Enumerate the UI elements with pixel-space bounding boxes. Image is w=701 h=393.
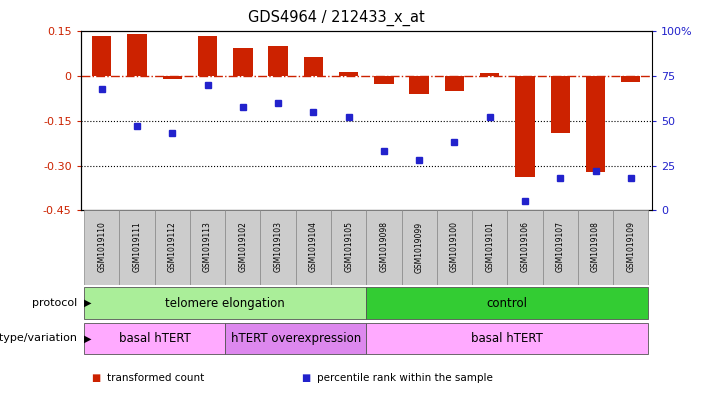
Text: ▶: ▶ <box>84 333 92 343</box>
Text: GSM1019109: GSM1019109 <box>626 221 635 272</box>
Bar <box>578 210 613 285</box>
Text: basal hTERT: basal hTERT <box>118 332 191 345</box>
Text: GSM1019112: GSM1019112 <box>168 221 177 272</box>
Text: GSM1019110: GSM1019110 <box>97 221 107 272</box>
Text: ▶: ▶ <box>84 298 92 308</box>
Bar <box>586 76 605 171</box>
Text: GSM1019105: GSM1019105 <box>344 221 353 272</box>
Text: ■: ■ <box>301 373 311 383</box>
Bar <box>198 36 217 76</box>
Bar <box>543 210 578 285</box>
Bar <box>119 210 155 285</box>
Bar <box>374 76 393 84</box>
Text: GSM1019111: GSM1019111 <box>132 221 142 272</box>
Text: GSM1019101: GSM1019101 <box>485 221 494 272</box>
Bar <box>296 210 331 285</box>
Bar <box>480 73 499 76</box>
Text: GSM1019106: GSM1019106 <box>520 221 529 272</box>
Bar <box>268 46 288 76</box>
Text: genotype/variation: genotype/variation <box>0 333 77 343</box>
Bar <box>409 76 429 94</box>
Text: GSM1019100: GSM1019100 <box>450 221 459 272</box>
Bar <box>84 287 366 319</box>
Bar <box>331 210 367 285</box>
Text: GSM1019098: GSM1019098 <box>379 221 388 272</box>
Bar <box>233 48 252 76</box>
Text: GDS4964 / 212433_x_at: GDS4964 / 212433_x_at <box>248 10 425 26</box>
Bar <box>225 323 366 354</box>
Text: GSM1019108: GSM1019108 <box>591 221 600 272</box>
Bar <box>444 76 464 91</box>
Bar <box>613 210 648 285</box>
Text: control: control <box>486 296 528 310</box>
Text: GSM1019102: GSM1019102 <box>238 221 247 272</box>
Bar <box>515 76 535 178</box>
Text: GSM1019103: GSM1019103 <box>273 221 283 272</box>
Text: GSM1019104: GSM1019104 <box>309 221 318 272</box>
Bar <box>163 76 182 79</box>
Bar <box>84 323 225 354</box>
Text: GSM1019113: GSM1019113 <box>203 221 212 272</box>
Bar <box>508 210 543 285</box>
Bar <box>304 57 323 76</box>
Bar <box>155 210 190 285</box>
Bar <box>84 210 119 285</box>
Bar <box>402 210 437 285</box>
Bar <box>92 36 111 76</box>
Text: percentile rank within the sample: percentile rank within the sample <box>317 373 493 383</box>
Text: telomere elongation: telomere elongation <box>165 296 285 310</box>
Bar <box>261 210 296 285</box>
Text: protocol: protocol <box>32 298 77 308</box>
Bar <box>366 323 648 354</box>
Bar <box>339 72 358 76</box>
Bar <box>366 287 648 319</box>
Text: transformed count: transformed count <box>107 373 204 383</box>
Bar <box>366 210 402 285</box>
Bar <box>128 35 147 76</box>
Bar <box>225 210 261 285</box>
Text: GSM1019099: GSM1019099 <box>415 221 423 273</box>
Bar <box>550 76 570 133</box>
Bar <box>190 210 225 285</box>
Text: basal hTERT: basal hTERT <box>471 332 543 345</box>
Bar <box>621 76 641 82</box>
Bar <box>437 210 472 285</box>
Text: hTERT overexpression: hTERT overexpression <box>231 332 361 345</box>
Bar <box>472 210 508 285</box>
Text: GSM1019107: GSM1019107 <box>556 221 565 272</box>
Text: ■: ■ <box>91 373 100 383</box>
